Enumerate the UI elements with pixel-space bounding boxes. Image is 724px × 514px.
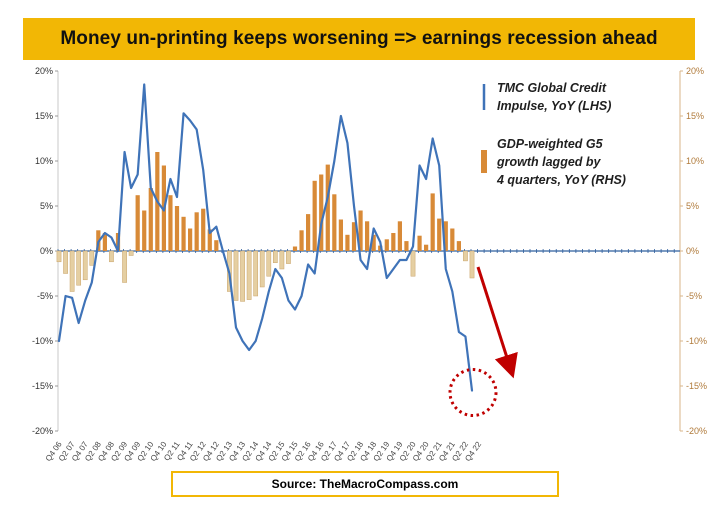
- left-tick-label: 0%: [40, 246, 53, 256]
- legend-label-bar: GDP-weighted G5: [497, 137, 604, 151]
- bar: [384, 239, 389, 251]
- right-tick-label: 0%: [686, 246, 699, 256]
- bar: [279, 250, 285, 270]
- bar: [122, 250, 127, 283]
- bar: [272, 250, 278, 263]
- bar: [266, 250, 272, 277]
- right-tick-label: 5%: [686, 201, 699, 211]
- bar: [397, 221, 402, 251]
- bar: [371, 234, 376, 251]
- bar: [306, 214, 311, 251]
- down-arrow: [476, 266, 518, 379]
- bar: [128, 250, 134, 256]
- bar: [240, 250, 245, 302]
- bar: [102, 233, 107, 251]
- title-banner: Money un-printing keeps worsening => ear…: [23, 18, 695, 60]
- bar: [188, 228, 193, 251]
- bar: [194, 212, 199, 251]
- bar: [76, 250, 82, 286]
- right-tick-label: 20%: [686, 66, 704, 76]
- bar: [424, 244, 429, 251]
- axes: 20% 20% 15% 15% 10% 10% 5% 5% 0% 0% -5% -5% -10% -10%…: [32, 66, 707, 463]
- legend-label-bar: growth lagged by: [496, 155, 602, 169]
- left-tick-label: -20%: [32, 426, 53, 436]
- left-tick-label: -15%: [32, 381, 53, 391]
- bar-series: [56, 152, 475, 302]
- bar: [148, 188, 153, 251]
- bar: [259, 250, 265, 288]
- left-tick-label: 5%: [40, 201, 53, 211]
- bar: [89, 250, 95, 266]
- left-tick-label: 20%: [35, 66, 53, 76]
- legend-label-line: Impulse, YoY (LHS): [497, 99, 611, 113]
- legend-label-bar: 4 quarters, YoY (RHS): [496, 173, 626, 187]
- bar: [135, 195, 140, 251]
- bar: [286, 250, 291, 264]
- right-tick-label: 10%: [686, 156, 704, 166]
- bar: [417, 235, 422, 251]
- bar: [345, 234, 350, 251]
- bar: [463, 250, 468, 262]
- bar: [365, 221, 370, 251]
- bar: [351, 222, 357, 251]
- credit-impulse-line: [57, 83, 474, 392]
- bar: [456, 241, 461, 251]
- bar: [437, 218, 442, 251]
- right-tick-label: -10%: [686, 336, 707, 346]
- bar: [142, 210, 147, 251]
- bar: [56, 250, 62, 263]
- bar: [312, 180, 317, 251]
- bar: [325, 164, 330, 251]
- bar: [253, 250, 259, 297]
- bar: [443, 221, 448, 251]
- bar: [430, 193, 435, 251]
- bar: [109, 250, 114, 263]
- bar: [358, 210, 363, 251]
- left-tick-label: 15%: [35, 111, 53, 121]
- highlight-circle: [448, 368, 498, 417]
- legend-bar-swatch: [481, 150, 487, 173]
- bar: [319, 174, 324, 251]
- source-box: Source: TheMacroCompass.com: [171, 471, 559, 497]
- legend-label-line: TMC Global Credit: [497, 81, 607, 95]
- right-tick-label: 15%: [686, 111, 704, 121]
- bar: [450, 228, 455, 251]
- bar: [391, 233, 396, 251]
- bar: [410, 250, 416, 277]
- bar: [214, 240, 219, 251]
- bar: [299, 230, 304, 251]
- bar: [174, 206, 180, 251]
- right-tick-label: -15%: [686, 381, 707, 391]
- left-tick-label: -10%: [32, 336, 53, 346]
- chart-title: Money un-printing keeps worsening => ear…: [60, 28, 658, 49]
- bar: [292, 246, 298, 251]
- bar: [82, 250, 88, 281]
- left-tick-label: -5%: [37, 291, 53, 301]
- line-series: [57, 83, 474, 392]
- bar: [63, 250, 68, 274]
- bar: [469, 250, 475, 279]
- bar: [246, 250, 252, 300]
- bar: [201, 208, 206, 251]
- bar: [404, 241, 409, 251]
- right-tick-label: -5%: [686, 291, 702, 301]
- right-tick-label: -20%: [686, 426, 707, 436]
- bar: [168, 195, 173, 251]
- bar: [69, 250, 75, 292]
- source-label: Source: TheMacroCompass.com: [271, 477, 459, 491]
- left-tick-label: 10%: [35, 156, 53, 166]
- bar: [233, 250, 239, 301]
- bar: [181, 216, 186, 251]
- bar: [332, 194, 337, 251]
- legend: TMC Global Credit Impulse, YoY (LHS) GDP-w…: [481, 81, 626, 187]
- annotations: [448, 266, 518, 417]
- bar: [207, 229, 212, 251]
- bar: [338, 219, 343, 251]
- bar: [378, 245, 383, 251]
